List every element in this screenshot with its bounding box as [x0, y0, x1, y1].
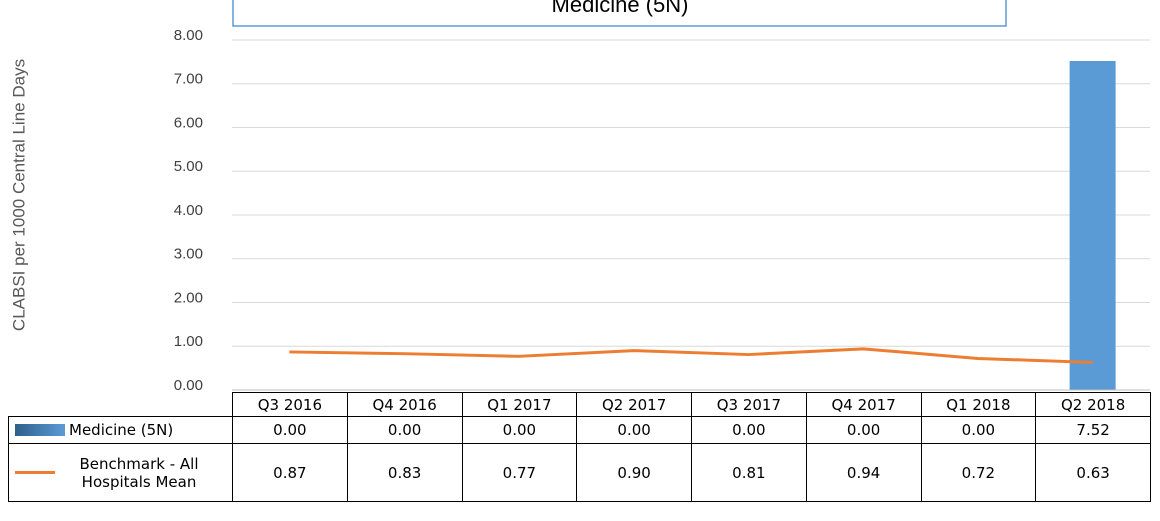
y-tick-label: 1.00 — [174, 333, 203, 350]
value-cell: 0.77 — [461, 443, 578, 502]
legend-label: Medicine (5N) — [69, 421, 174, 439]
legend-cell: Medicine (5N) — [8, 416, 233, 444]
x-tick-label: Q2 2018 — [1035, 392, 1151, 417]
y-tick-label: 6.00 — [174, 114, 203, 131]
title-box — [232, 0, 1007, 27]
y-tick-label: 5.00 — [174, 158, 203, 175]
y-tick-label: 7.00 — [174, 71, 203, 88]
y-tick-label: 3.00 — [174, 246, 203, 263]
x-tick-label: Q4 2017 — [805, 392, 922, 417]
y-tick-label: 8.00 — [174, 27, 203, 44]
legend-swatch — [15, 424, 65, 436]
value-cell: 0.00 — [691, 416, 807, 444]
chart-title: Medicine (5N) — [552, 0, 689, 17]
legend-entry: Benchmark - All Hospitals Mean — [9, 455, 232, 491]
value-cell: 0.72 — [920, 443, 1037, 502]
legend-entry: Medicine (5N) — [9, 421, 232, 439]
line — [289, 347, 1093, 364]
value-cell: 0.00 — [461, 416, 578, 444]
y-axis-label: CLABSI per 1000 Central Line Days — [9, 59, 28, 331]
y-tick-label: 4.00 — [174, 202, 203, 219]
x-tick-label: Q1 2017 — [461, 392, 578, 417]
value-cell: 0.87 — [232, 443, 348, 502]
x-tick-label: Q2 2017 — [576, 392, 692, 417]
value-cell: 0.00 — [805, 416, 922, 444]
bar — [1069, 61, 1116, 390]
value-cell: 0.00 — [920, 416, 1037, 444]
value-cell: 0.63 — [1035, 443, 1151, 502]
series-row: Benchmark - All Hospitals Mean 0.87 0.83 0.… — [8, 443, 1151, 502]
series-row: Medicine (5N) 0.00 0.00 0.00 0.00 0.00 0.00 0.0… — [8, 416, 1151, 444]
value-cell: 0.81 — [691, 443, 807, 502]
legend-label: Benchmark - All Hospitals Mean — [79, 454, 199, 491]
value-cell: 0.83 — [346, 443, 463, 502]
value-cell: 0.00 — [346, 416, 463, 444]
legend-swatch — [15, 471, 55, 474]
x-tick-label: Q3 2017 — [691, 392, 807, 417]
value-cell: 0.90 — [576, 443, 692, 502]
header-row: Q3 2016 Q4 2016 Q1 2017 Q2 2017 Q3 2017 Q4 20… — [9, 392, 1151, 417]
data-table: Q3 2016 Q4 2016 Q1 2017 Q2 2017 Q3 2017 Q4 20… — [8, 392, 1151, 502]
value-cell: 0.00 — [576, 416, 692, 444]
value-cell: 7.52 — [1035, 416, 1151, 444]
y-tick-label: 2.00 — [174, 289, 203, 306]
value-cell: 0.94 — [805, 443, 922, 502]
x-tick-label: Q3 2016 — [232, 392, 348, 417]
x-tick-label: Q1 2018 — [920, 392, 1037, 417]
value-cell: 0.00 — [232, 416, 348, 444]
x-tick-label: Q4 2016 — [346, 392, 463, 417]
y-tick-label: 0.00 — [174, 377, 203, 394]
legend-cell: Benchmark - All Hospitals Mean — [8, 443, 233, 502]
blank-cell — [9, 393, 233, 417]
